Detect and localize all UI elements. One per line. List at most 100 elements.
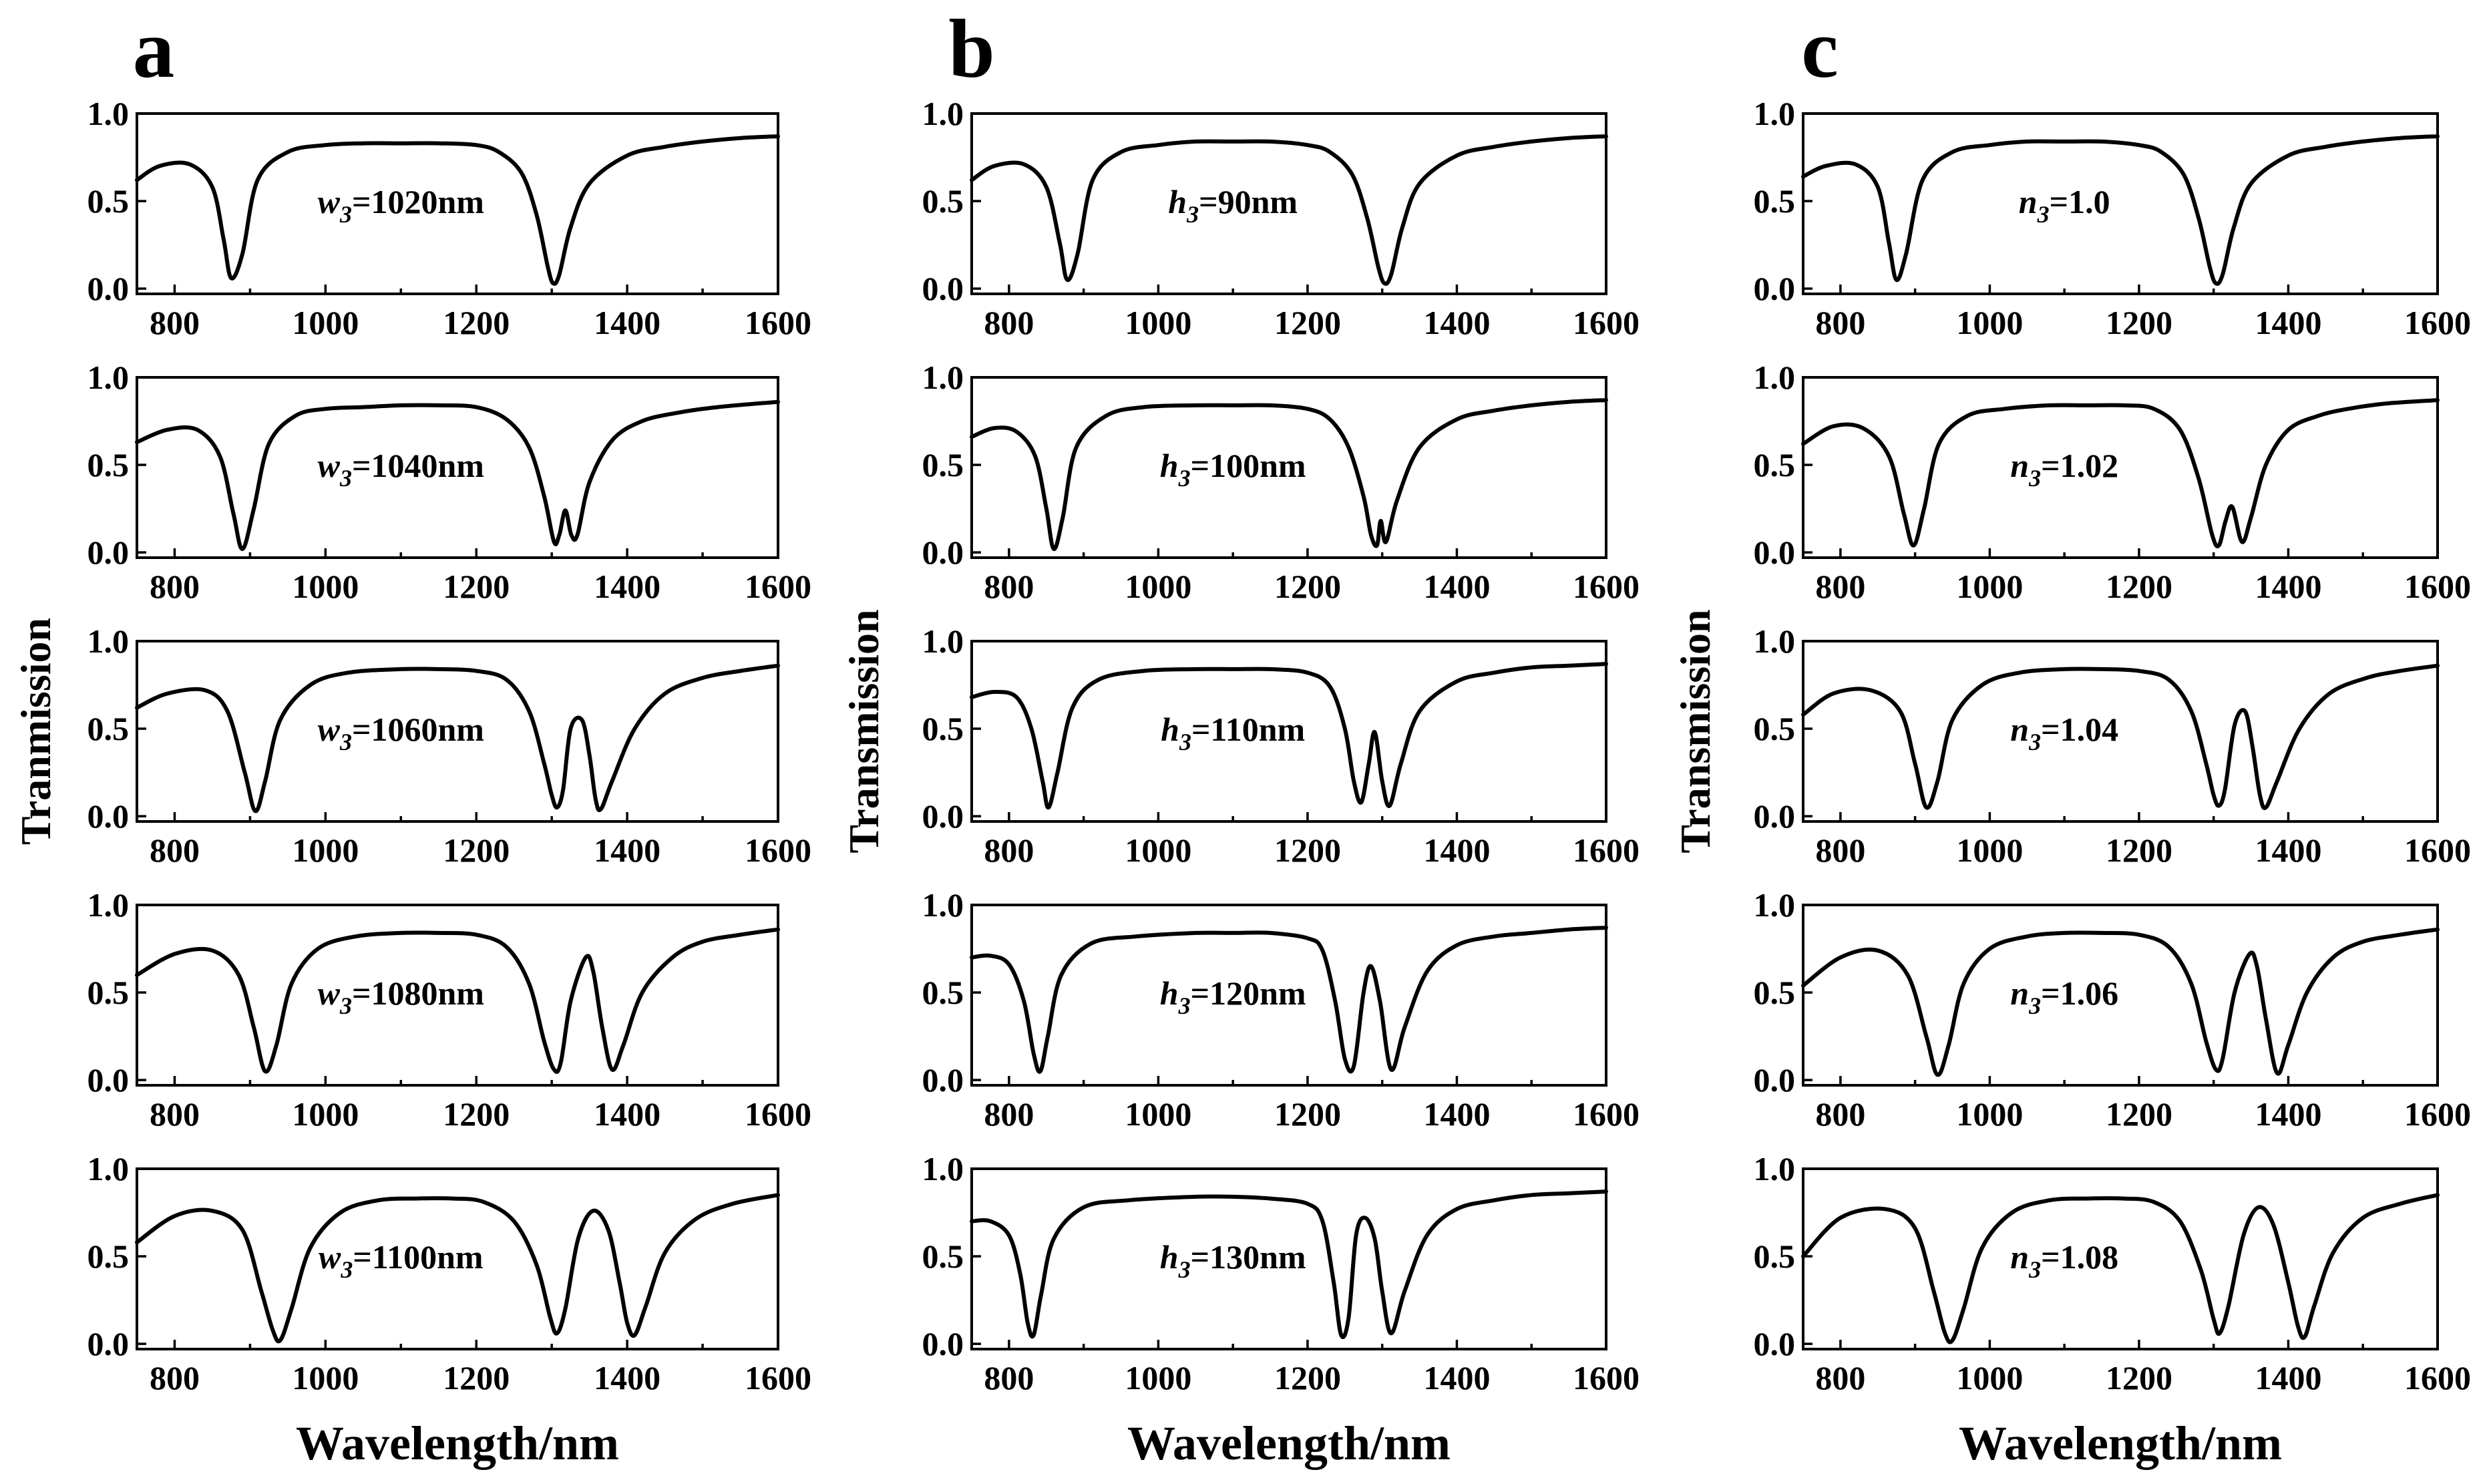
label-value: =1.02 [2041,447,2118,484]
x-tick-label: 1600 [1573,1095,1640,1133]
label-symbol: w [318,183,341,220]
x-tick-label: 1200 [1274,1095,1341,1133]
x-tick-label: 800 [984,831,1034,869]
x-tick-label: 1000 [292,1359,359,1397]
label-subscript: 3 [339,729,352,755]
x-tick-label: 800 [984,1359,1034,1397]
y-tick-label: 0.5 [87,1238,130,1275]
label-symbol: h [1160,1238,1179,1276]
label-subscript: 3 [1178,1256,1191,1283]
label-subscript: 3 [2028,465,2041,492]
x-tick-label: 1600 [1573,1359,1640,1397]
curve-label: h3=90nm [1168,183,1298,228]
plot-frame [136,1167,779,1350]
x-tick-label: 1400 [2255,1095,2321,1133]
y-tick-label: 1.0 [87,622,130,660]
x-tick-label: 1000 [1125,1359,1191,1397]
y-tick-label: 0.0 [1754,270,1796,307]
label-value: =1060nm [352,711,484,748]
plot-frame [970,904,1607,1087]
plot-c-4: 0.0 0.5 1.0 800 1000 1200 1400 1600 n3=1.06 [1754,886,2472,1133]
label-value: =100nm [1191,447,1306,484]
curve-label: w3=1080nm [318,974,484,1019]
label-symbol: h [1168,183,1187,220]
transmission-curve [135,399,780,551]
x-tick-label: 800 [150,304,200,341]
y-tick-label: 1.0 [922,886,964,924]
plot-a-4: 0.0 0.5 1.0 800 1000 1200 1400 1600 w3=1080nm [87,886,812,1133]
x-tick-label: 800 [984,568,1034,605]
label-value: =1040nm [352,447,484,484]
x-tick-label: 800 [150,568,200,605]
transmission-curve [135,927,780,1074]
label-subscript: 3 [2028,729,2041,755]
x-tick-label: 1000 [1125,1095,1191,1133]
x-tick-label: 1600 [2404,1359,2471,1397]
x-axis-title-a: Wavelength/nm [296,1417,619,1470]
y-tick-label: 0.5 [922,1238,964,1275]
transmission-curve [970,398,1608,551]
y-tick-label: 0.5 [87,446,130,484]
x-tick-label: 1200 [1274,568,1341,605]
x-tick-label: 1600 [1573,568,1640,605]
label-value: =1.06 [2041,974,2118,1012]
y-tick-label: 0.0 [1754,1325,1796,1362]
x-tick-label: 1000 [1956,304,2023,341]
y-tick-label: 0.5 [1754,710,1796,747]
x-tick-label: 800 [150,831,200,869]
label-symbol: w [318,447,341,484]
x-tick-label: 1000 [1125,831,1191,869]
transmission-curve [135,663,780,813]
plot-c-3: 0.0 0.5 1.0 800 1000 1200 1400 1600 n3=1.04 [1754,622,2472,869]
y-tick-label: 0.5 [1754,182,1796,220]
label-symbol: h [1160,974,1179,1012]
x-tick-label: 1200 [2106,1359,2172,1397]
plot-frame [1802,1167,2439,1350]
label-value: =110nm [1191,711,1305,748]
plot-a-2: 0.0 0.5 1.0 800 1000 1200 1400 1600 w3=1040nm [87,359,812,605]
plot-b-1: 0.0 0.5 1.0 800 1000 1200 1400 1600 h3=90nm [922,95,1640,341]
plot-frame [136,112,779,295]
curve-label: w3=1100nm [319,1238,484,1283]
x-tick-label: 1200 [2106,568,2172,605]
x-tick-label: 1200 [443,304,510,341]
transmission-curve [970,662,1608,810]
x-tick-label: 800 [150,1359,200,1397]
label-subscript: 3 [1178,992,1191,1019]
x-tick-label: 1200 [443,568,510,605]
y-tick-label: 0.0 [1754,534,1796,571]
transmission-curve [970,926,1608,1074]
x-tick-label: 800 [150,1095,200,1133]
y-tick-label: 1.0 [922,359,964,396]
x-tick-label: 800 [984,304,1034,341]
curve-label: h3=110nm [1161,711,1305,755]
x-tick-label: 1200 [1274,304,1341,341]
x-tick-label: 1000 [1956,568,2023,605]
plot-a-3: 0.0 0.5 1.0 800 1000 1200 1400 1600 w3=1060nm [87,622,812,869]
x-axis-title-c: Wavelength/nm [1959,1417,2282,1470]
x-tick-label: 1400 [1423,304,1490,341]
plot-frame [1802,640,2439,823]
y-axis-title-a: Tranmission [12,618,59,845]
y-tick-label: 1.0 [1754,95,1796,132]
label-subscript: 3 [2037,201,2050,228]
x-tick-label: 1000 [1956,1095,2023,1133]
x-tick-label: 1600 [2404,1095,2471,1133]
transmission-curve [135,134,780,286]
x-tick-label: 1600 [745,304,811,341]
y-tick-label: 0.0 [1754,1061,1796,1099]
x-tick-label: 1200 [443,831,510,869]
transmission-curve [135,1193,780,1344]
label-symbol: n [2010,447,2029,484]
label-value: =1100nm [353,1238,483,1276]
x-tick-label: 1000 [292,1095,359,1133]
plot-b-2: 0.0 0.5 1.0 800 1000 1200 1400 1600 h3=100nm [922,359,1640,605]
plot-frame [970,376,1607,559]
label-value: =1.0 [2050,183,2110,220]
plot-frame [136,904,779,1087]
curve-label: w3=1060nm [318,711,484,755]
x-tick-label: 1000 [1956,831,2023,869]
x-tick-label: 1400 [594,304,660,341]
curve-label: n3=1.06 [2010,974,2118,1019]
